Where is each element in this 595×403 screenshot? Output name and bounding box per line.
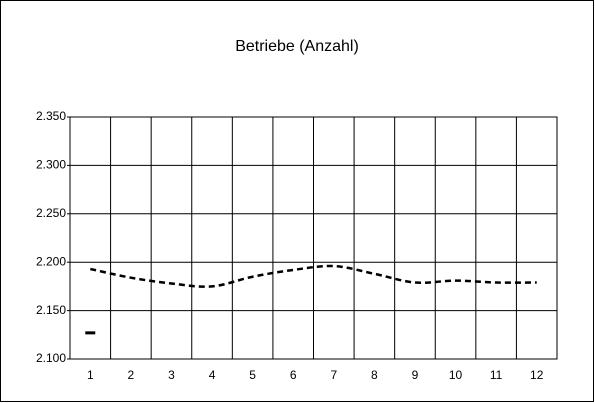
x-tick-label: 2 — [128, 368, 135, 382]
x-tick-label: 6 — [290, 368, 297, 382]
x-tick-label: 7 — [330, 368, 337, 382]
y-tick-label: 2.250 — [36, 206, 66, 220]
x-tick-label: 12 — [530, 368, 544, 382]
y-tick-label: 2.200 — [36, 254, 66, 268]
x-tick-label: 9 — [412, 368, 419, 382]
x-tick-label: 4 — [209, 368, 216, 382]
x-tick-label: 5 — [249, 368, 256, 382]
x-tick-label: 1 — [87, 368, 94, 382]
y-tick-label: 2.300 — [36, 158, 66, 172]
plot-frame — [69, 116, 558, 360]
x-tick-label: 8 — [371, 368, 378, 382]
chart-title: Betriebe (Anzahl) — [235, 38, 359, 55]
x-tick-label: 11 — [490, 368, 503, 382]
y-tick-label: 2.100 — [36, 351, 66, 365]
y-tick-label: 2.150 — [36, 303, 66, 317]
data-line — [90, 264, 537, 288]
x-tick-label: 10 — [449, 368, 463, 382]
x-tick-label: 3 — [168, 368, 175, 382]
y-tick-label: 2.350 — [36, 109, 66, 123]
